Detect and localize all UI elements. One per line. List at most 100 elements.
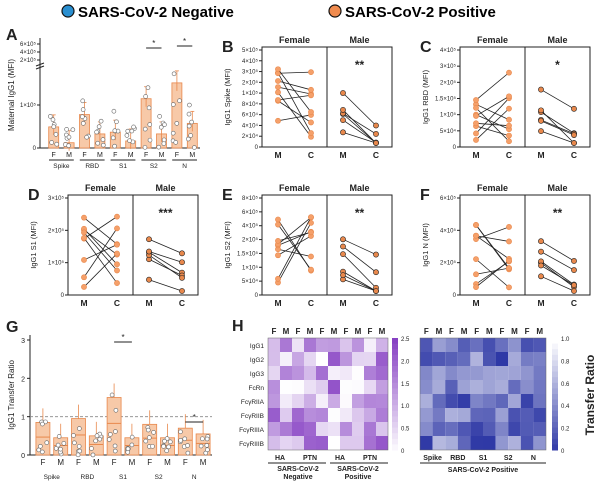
y-tick-label: 1.5×10⁵ [435, 96, 457, 103]
data-point [198, 443, 204, 449]
y-tick-label: 8×10⁴ [242, 101, 259, 108]
data-point [125, 446, 131, 452]
maternal-point [275, 216, 281, 223]
data-point [108, 432, 113, 437]
male-header: Male [349, 183, 369, 193]
cord-point [114, 241, 120, 248]
heatmap-cell [420, 422, 433, 436]
data-point [173, 140, 179, 145]
pair-line [277, 114, 312, 122]
col-sex-label: M [331, 327, 338, 336]
heatmap-cell [352, 338, 364, 352]
heatmap-cell [268, 366, 280, 380]
group-label: S2 [155, 474, 163, 481]
data-point [186, 136, 191, 142]
cord-point [506, 257, 512, 264]
col-sex-label: F [296, 327, 301, 336]
y-tick-label: 2×10⁵ [440, 79, 457, 86]
legend-positive-marker [328, 4, 342, 18]
cord-point [373, 131, 379, 137]
data-point [129, 442, 135, 448]
heatmap-cell [457, 338, 471, 352]
data-point [75, 452, 81, 458]
data-point [157, 114, 162, 119]
heatmap-cell [328, 366, 340, 380]
data-point [161, 444, 166, 449]
pair-line [342, 274, 377, 292]
x-label: M [537, 298, 544, 308]
heatmap-cell [470, 366, 483, 380]
data-point [36, 447, 42, 453]
pair-line [277, 235, 312, 256]
pair-line [148, 238, 183, 254]
heatmap-cell [316, 436, 328, 450]
data-point [106, 437, 112, 442]
heatmap-cell [508, 408, 521, 422]
colorbar-segment [552, 399, 558, 406]
data-point [186, 111, 192, 117]
data-point [54, 141, 60, 147]
sex-label: M [97, 152, 103, 159]
heatmap-cell [364, 422, 376, 436]
pair-line [342, 271, 377, 292]
maternal-point [538, 238, 544, 245]
bottom-label: Negative [283, 474, 312, 481]
pair-line [277, 231, 312, 242]
y-tick-label: 3×10⁵ [440, 63, 457, 70]
group-label: Spike [53, 163, 70, 170]
heatmap-cell [376, 422, 388, 436]
data-point [43, 419, 48, 425]
data-point [142, 145, 148, 150]
pair-line [475, 226, 510, 240]
maternal-point [340, 107, 346, 113]
heatmap-cell [483, 352, 496, 366]
data-point [168, 439, 173, 445]
group-label: S1 [119, 163, 127, 170]
heatmap-cell [495, 408, 509, 422]
x-label: M [274, 298, 281, 308]
bottom-label: SARS-CoV-2 [277, 466, 319, 473]
cord-point [114, 267, 120, 274]
heatmap-cell [340, 380, 352, 394]
x-label: C [571, 150, 577, 160]
cord-point [506, 238, 512, 245]
sex-label: F [113, 152, 117, 159]
pair-line [148, 254, 183, 279]
data-point [72, 440, 77, 446]
colorbar-tick: 1.0 [561, 337, 570, 343]
x-label: M [80, 298, 87, 308]
heatmap-cell [495, 366, 509, 380]
y-tick-label: 1×10⁵ [242, 90, 259, 97]
y-axis-label: Maternal IgG1 (MFI) [7, 59, 16, 131]
x-label: C [308, 298, 314, 308]
maternal-point [275, 252, 281, 259]
data-point [146, 105, 152, 111]
data-point [89, 446, 94, 451]
colorbar-tick: 0.4 [561, 404, 570, 410]
heatmap-cell [352, 394, 364, 408]
panel-d: D Female Male 3×10⁵ 2×10⁵ 1×10⁵ 0 IgG1 S1 (MFI)… [28, 183, 199, 308]
pair-line [475, 235, 510, 260]
y-tick-label: 6×10⁵ [242, 209, 259, 216]
heatmap-cell [304, 394, 316, 408]
pair-line [277, 72, 312, 134]
data-point [204, 443, 210, 448]
pair-line [342, 92, 377, 126]
group-label: RBD [81, 474, 95, 481]
row-label: FcRn [248, 385, 264, 392]
data-point [200, 436, 205, 442]
maternal-point [275, 78, 281, 84]
heatmap-cell [304, 422, 316, 436]
data-point [64, 127, 69, 132]
sig-mark: ** [553, 206, 563, 220]
y-tick-label: 6×10⁴ [242, 112, 259, 119]
maternal-point [473, 256, 479, 263]
pair-line [83, 228, 118, 278]
heatmap-frame [267, 337, 389, 451]
col-sex-label: M [307, 327, 314, 336]
col-sex-label: F [272, 327, 277, 336]
heatmap-cell [316, 394, 328, 408]
data-point [124, 133, 130, 138]
heatmap-cell [533, 366, 546, 380]
heatmap-cell [376, 380, 388, 394]
